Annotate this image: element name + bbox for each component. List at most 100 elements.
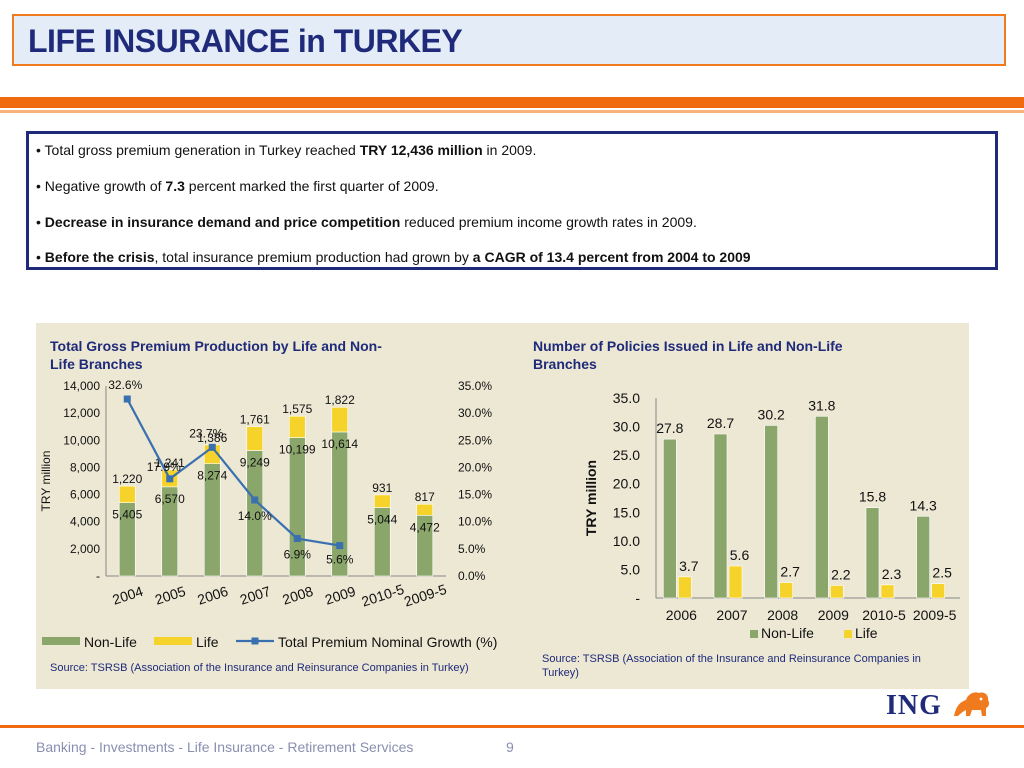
- bullet-box: • Total gross premium generation in Turk…: [26, 131, 998, 270]
- chart2-ytick: 10.0: [613, 533, 640, 549]
- chart1-legend-swatch-growth-point: [251, 637, 259, 645]
- chart2-ytick: 35.0: [613, 390, 640, 406]
- chart1-label-nonlife: 9,249: [240, 455, 270, 469]
- chart1-ytick: 4,000: [70, 515, 100, 529]
- chart1-xtick: 2010-5: [360, 581, 407, 610]
- chart2-label-nonlife: 31.8: [808, 397, 835, 413]
- chart2-xtick: 2007: [716, 607, 747, 623]
- chart2-label-life: 5.6: [730, 547, 750, 563]
- chart1-y2tick: 15.0%: [458, 488, 492, 502]
- chart1-source: Source: TSRSB (Association of the Insura…: [50, 662, 469, 674]
- chart1-y2tick: 30.0%: [458, 406, 492, 420]
- chart2-label-life: 2.3: [882, 566, 902, 582]
- bullet-4: • Before the crisis, total insurance pre…: [36, 249, 751, 265]
- bullet-2-part-3: percent marked the first quarter of 2009…: [184, 178, 439, 194]
- chart2-title-line2: Branches: [533, 356, 597, 372]
- chart2-source-line1: Source: TSRSB (Association of the Insura…: [542, 653, 921, 665]
- chart2-label-life: 2.7: [780, 564, 800, 580]
- chart2-bar-life: [728, 565, 743, 599]
- chart1-label-life: 931: [372, 481, 392, 495]
- chart1-label-nonlife: 6,570: [155, 492, 185, 506]
- chart2-label-nonlife: 15.8: [859, 489, 886, 505]
- chart1-title-line2: Life Branches: [50, 356, 143, 372]
- bullet-3-part-2: Decrease in insurance demand and price c…: [44, 214, 401, 230]
- chart2-bar-life: [830, 585, 844, 599]
- footer-text: Banking - Investments - Life Insurance -…: [36, 739, 414, 755]
- bullet-3-part-1: •: [36, 214, 45, 230]
- page-title: LIFE INSURANCE in TURKEY: [28, 23, 463, 59]
- chart1-legend-swatch-life: [154, 637, 192, 645]
- chart2-label-nonlife: 27.8: [656, 420, 683, 436]
- chart1-ytick: 8,000: [70, 460, 100, 474]
- chart1-growth-point: [251, 496, 259, 504]
- chart1-legend-life: Life: [196, 634, 219, 650]
- chart2-label-life: 2.2: [831, 566, 851, 582]
- chart1-ytick: 14,000: [63, 379, 100, 393]
- chart1-growth-label: 23.7%: [189, 426, 223, 440]
- chart1-xtick: 2004: [110, 583, 145, 608]
- chart2-xtick: 2008: [767, 607, 798, 623]
- charts-panel: Total Gross Premium Production by Life a…: [36, 323, 969, 689]
- chart2-legend-nonlife: Non-Life: [761, 625, 814, 641]
- title-box: LIFE INSURANCE in TURKEY: [12, 14, 1006, 66]
- chart1-growth-point: [123, 395, 131, 403]
- chart2-svg: - 5.0 10.0 15.0 20.0 25.0 30.0 35.0 TRY million 2…: [583, 390, 960, 641]
- chart1-label-life: 1,761: [240, 413, 270, 427]
- chart1-svg: - 2,000 4,000 6,000 8,000 10,000 12,000 14,000 0…: [39, 378, 497, 650]
- chart2-ytick: 5.0: [621, 561, 641, 577]
- chart2-title-line1: Number of Policies Issued in Life and No…: [533, 338, 843, 354]
- chart2-ytick: 15.0: [613, 504, 640, 520]
- chart2-xtick: 2009-5: [913, 607, 957, 623]
- chart2-source-line2: Turkey): [542, 667, 579, 679]
- chart2-bar-life: [779, 582, 793, 599]
- chart1-growth-point: [293, 535, 301, 543]
- chart2-bar-nonlife: [764, 425, 778, 599]
- chart1-xtick: 2008: [280, 583, 315, 608]
- bullet-4-part-1: •: [36, 249, 45, 265]
- lion-icon: [954, 692, 990, 716]
- chart2-bar-nonlife: [713, 433, 728, 599]
- chart1-growth-label: 5.6%: [326, 553, 354, 567]
- chart1-legend-growth: Total Premium Nominal Growth (%): [278, 634, 497, 650]
- chart1-y2tick: 20.0%: [458, 460, 492, 474]
- chart2-bar-nonlife: [865, 507, 880, 599]
- chart1-label-life: 1,822: [325, 393, 355, 407]
- chart1-ylabel: TRY million: [39, 451, 53, 512]
- chart2-label-nonlife: 28.7: [707, 415, 734, 431]
- chart2-label-nonlife: 30.2: [758, 406, 785, 422]
- chart1-xtick: 2007: [238, 583, 273, 608]
- chart2-source: Source: TSRSB (Association of the Insura…: [542, 652, 921, 680]
- chart1-label-nonlife: 5,044: [367, 513, 397, 527]
- chart2-xtick: 2009: [818, 607, 849, 623]
- chart1-growth-label: 17.9%: [147, 460, 181, 474]
- chart1-label-nonlife: 10,199: [279, 443, 316, 457]
- chart1-growth-label: 14.0%: [238, 509, 272, 523]
- chart1-ytick: 12,000: [63, 406, 100, 420]
- bullet-4-part-2: Before the crisis: [44, 249, 155, 265]
- chart1-xtick: 2009-5: [402, 581, 449, 610]
- chart2-bar-life: [880, 584, 895, 599]
- chart2-bar-nonlife: [663, 438, 677, 599]
- ing-logo: ING: [886, 690, 942, 721]
- chart1-y2tick: 25.0%: [458, 433, 492, 447]
- bullet-3-part-3: reduced premium income growth rates in 2…: [400, 214, 697, 230]
- chart1-y2tick: 10.0%: [458, 515, 492, 529]
- chart2-label-life: 2.5: [932, 565, 952, 581]
- chart1-bar-life: [416, 503, 434, 516]
- chart1-label-life: 817: [415, 490, 435, 504]
- chart1-growth-point: [166, 475, 174, 483]
- chart1-y2tick: 35.0%: [458, 379, 492, 393]
- footer-divider: [0, 725, 1024, 728]
- chart1-y2tick: 0.0%: [458, 569, 486, 583]
- chart1-title-line1: Total Gross Premium Production by Life a…: [50, 338, 382, 354]
- chart2-title: Number of Policies Issued in Life and No…: [533, 337, 843, 373]
- chart1-title: Total Gross Premium Production by Life a…: [50, 337, 382, 373]
- chart1-label-life: 1,575: [282, 402, 312, 416]
- bullet-2: • Negative growth of 7.3 percent marked …: [36, 178, 439, 194]
- chart1-bar-life: [331, 406, 349, 433]
- chart1-xtick: 2009: [323, 583, 358, 608]
- bullet-1-part-3: in 2009.: [482, 142, 537, 158]
- bullet-1-part-1: • Total gross premium generation in Turk…: [36, 142, 360, 158]
- chart1-legend-nonlife: Non-Life: [84, 634, 137, 650]
- chart1-ytick: 10,000: [63, 433, 100, 447]
